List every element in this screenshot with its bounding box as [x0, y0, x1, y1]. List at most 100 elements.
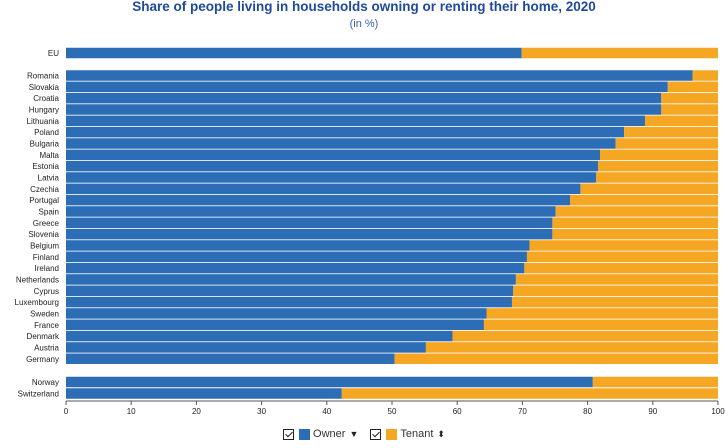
- bar-tenant-denmark: [452, 330, 718, 342]
- bar-owner-slovakia: [66, 81, 668, 93]
- category-label: France: [34, 321, 59, 330]
- category-label: Belgium: [30, 241, 59, 250]
- chart-title: Share of people living in households own…: [132, 0, 596, 14]
- bar-tenant-cyprus: [513, 285, 718, 297]
- x-tick-label: 70: [518, 407, 527, 416]
- bar-owner-poland: [66, 126, 625, 138]
- category-label: Ireland: [35, 264, 59, 273]
- category-label: Cyprus: [34, 287, 59, 296]
- bar-tenant-slovenia: [552, 228, 718, 240]
- bar-tenant-luxembourg: [511, 296, 718, 308]
- bar-owner-luxembourg: [66, 296, 512, 308]
- bar-tenant-hungary: [661, 104, 718, 115]
- category-label: Croatia: [33, 94, 59, 103]
- bar-tenant-latvia: [596, 172, 718, 183]
- bar-owner-ireland: [66, 262, 525, 274]
- bar-owner-estonia: [66, 160, 599, 172]
- bar-tenant-switzerland: [341, 388, 718, 399]
- category-label: Portugal: [29, 196, 59, 205]
- bar-owner-eu: [66, 47, 522, 59]
- bar-tenant-germany: [394, 353, 718, 364]
- sort-desc-icon[interactable]: ▼: [349, 429, 359, 439]
- owner-swatch: [299, 428, 311, 440]
- bar-tenant-france: [483, 319, 718, 331]
- category-label: Malta: [39, 151, 59, 160]
- category-label: Latvia: [38, 173, 60, 182]
- category-label: Slovenia: [28, 230, 59, 239]
- bar-tenant-estonia: [598, 160, 718, 172]
- bar-owner-belgium: [66, 240, 530, 251]
- bar-tenant-finland: [526, 251, 718, 263]
- bar-tenant-czechia: [580, 183, 718, 195]
- legend-item-tenant[interactable]: Tenant ⬍: [370, 428, 445, 440]
- bar-owner-croatia: [66, 92, 662, 104]
- legend: Owner ▼ Tenant ⬍: [0, 428, 728, 440]
- bar-owner-latvia: [66, 172, 597, 183]
- x-tick-label: 0: [64, 407, 69, 416]
- bar-owner-finland: [66, 251, 527, 263]
- bar-tenant-slovakia: [667, 81, 718, 93]
- x-tick-label: 40: [322, 407, 331, 416]
- x-tick-label: 100: [711, 407, 725, 416]
- bar-owner-czechia: [66, 183, 581, 195]
- legend-item-owner[interactable]: Owner ▼: [283, 428, 358, 440]
- category-label: Poland: [34, 128, 59, 137]
- category-label: Romania: [27, 72, 60, 81]
- category-label: Bulgaria: [30, 139, 60, 148]
- x-tick-label: 30: [257, 407, 266, 416]
- category-label: Norway: [32, 378, 59, 387]
- bar-tenant-romania: [692, 70, 718, 81]
- x-tick-label: 20: [192, 407, 201, 416]
- bar-tenant-austria: [425, 342, 718, 353]
- sort-both-icon[interactable]: ⬍: [437, 428, 445, 439]
- bar-tenant-netherlands: [515, 274, 718, 285]
- category-label: Czechia: [30, 185, 59, 194]
- x-tick-label: 60: [453, 407, 462, 416]
- category-label: Switzerland: [18, 390, 59, 399]
- chart-subtitle: (in %): [349, 18, 379, 30]
- category-label: Sweden: [30, 309, 59, 318]
- bar-owner-greece: [66, 217, 553, 229]
- category-label: Hungary: [29, 105, 59, 114]
- x-tick-label: 10: [127, 407, 136, 416]
- x-tick-label: 90: [648, 407, 657, 416]
- bar-owner-slovenia: [66, 228, 553, 240]
- bar-owner-portugal: [66, 194, 570, 206]
- bar-tenant-belgium: [529, 240, 718, 251]
- bar-tenant-ireland: [524, 262, 718, 274]
- bar-tenant-malta: [599, 149, 718, 161]
- category-label: Finland: [33, 253, 59, 262]
- bar-owner-austria: [66, 342, 426, 353]
- checkbox-checked-icon[interactable]: [283, 428, 295, 440]
- category-label: Denmark: [27, 332, 60, 341]
- bar-owner-malta: [66, 149, 600, 161]
- bar-owner-lithuania: [66, 115, 645, 127]
- bar-tenant-bulgaria: [615, 138, 718, 149]
- checkbox-checked-icon[interactable]: [370, 428, 382, 440]
- legend-owner-label: Owner: [313, 428, 346, 440]
- category-label: Greece: [33, 219, 60, 228]
- bar-tenant-eu: [521, 47, 718, 59]
- bar-tenant-croatia: [661, 92, 718, 104]
- bar-chart: EU Romania Slovakia Croatia Hungary Lithuania…: [15, 47, 725, 416]
- bar-tenant-spain: [555, 206, 718, 217]
- bar-owner-spain: [66, 206, 556, 217]
- bar-owner-bulgaria: [66, 138, 616, 149]
- category-label: Estonia: [32, 162, 59, 171]
- category-label: Germany: [26, 355, 59, 364]
- bar-tenant-norway: [592, 376, 718, 388]
- bar-tenant-portugal: [569, 194, 718, 206]
- bar-owner-hungary: [66, 104, 662, 115]
- bar-owner-sweden: [66, 308, 487, 319]
- bar-owner-netherlands: [66, 274, 516, 285]
- x-tick-label: 80: [583, 407, 592, 416]
- category-label: Austria: [34, 343, 59, 352]
- bar-owner-norway: [66, 376, 593, 388]
- category-label: Lithuania: [27, 117, 60, 126]
- bar-owner-cyprus: [66, 285, 514, 297]
- bar-owner-switzerland: [66, 388, 342, 399]
- legend-tenant-label: Tenant: [400, 428, 434, 440]
- category-label: Luxembourg: [15, 298, 59, 307]
- category-label: EU: [48, 49, 59, 58]
- bar-tenant-greece: [552, 217, 718, 229]
